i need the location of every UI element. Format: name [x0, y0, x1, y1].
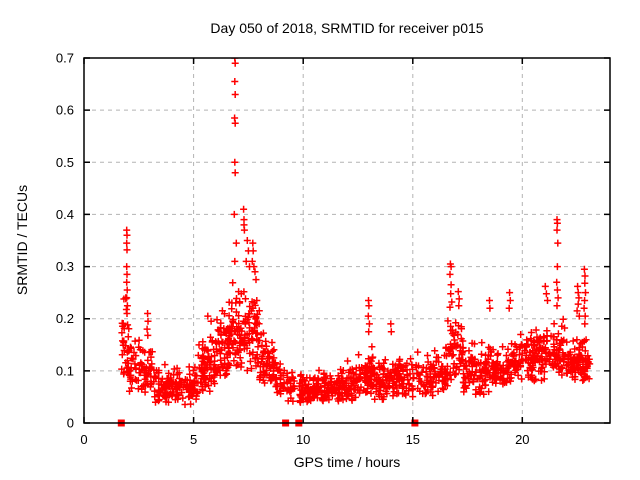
y-tick-label: 0.3: [56, 259, 74, 274]
y-tick-label: 0.2: [56, 311, 74, 326]
x-tick-label: 5: [190, 432, 197, 447]
y-tick-label: 0.4: [56, 207, 74, 222]
x-axis-label: GPS time / hours: [293, 454, 401, 470]
plot-border: [83, 57, 611, 424]
chart-title: Day 050 of 2018, SRMTID for receiver p01…: [210, 20, 484, 36]
x-tick-label: 0: [80, 432, 87, 447]
y-tick-label: 0: [67, 416, 74, 431]
x-tick-label: 15: [406, 432, 420, 447]
y-tick-label: 0.7: [56, 51, 74, 66]
data-points: [118, 58, 594, 408]
y-tick-label: 0.5: [56, 155, 74, 170]
y-tick-label: 0.6: [56, 103, 74, 118]
x-tick-label: 10: [296, 432, 310, 447]
y-tick-label: 0.1: [56, 363, 74, 378]
x-tick-label: 20: [515, 432, 529, 447]
